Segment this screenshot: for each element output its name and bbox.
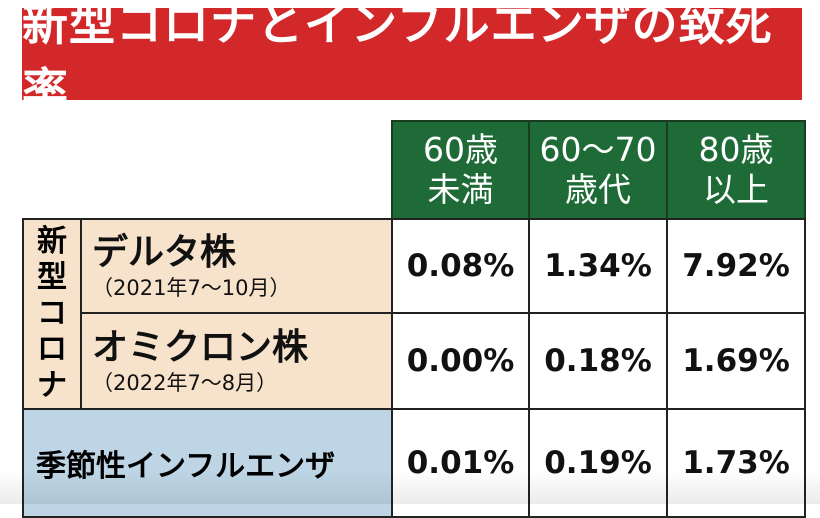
row-period: （2021年7〜10月） (92, 276, 291, 300)
table-cell: 0.18% (528, 312, 668, 410)
table-cell: 1.73% (666, 408, 806, 518)
column-header-80-plus: 80歳 以上 (666, 120, 806, 220)
column-header-line: 80歳 (698, 130, 774, 169)
group-char: 型 (37, 260, 67, 295)
column-header-line: 歳代 (565, 170, 631, 209)
row-label-delta: デルタ株 （2021年7〜10月） (80, 218, 393, 314)
column-header-line: 60歳 (423, 130, 498, 169)
row-name: デルタ株 (92, 232, 237, 273)
table-cell: 0.01% (391, 408, 530, 518)
column-header-line: 未満 (427, 170, 494, 209)
table-cell: 7.92% (666, 218, 806, 314)
table-cell: 0.00% (391, 312, 530, 410)
covid-group-label: 新 型 コ ロ ナ (22, 218, 82, 410)
column-header-60-70s: 60〜70 歳代 (528, 120, 668, 220)
table-cell: 0.19% (528, 408, 668, 518)
page-title: 新型コロナとインフルエンザの致死率 (22, 0, 802, 117)
row-label-omicron: オミクロン株 （2022年7〜8月） (80, 312, 393, 410)
column-header-under-60: 60歳 未満 (391, 120, 530, 220)
table-cell: 1.34% (528, 218, 668, 314)
group-char: ロ (37, 332, 67, 367)
group-char: ナ (37, 368, 67, 403)
row-label-seasonal-flu: 季節性インフルエンザ (22, 408, 393, 518)
column-header-line: 60〜70 (539, 130, 657, 169)
row-period: （2022年7〜8月） (92, 371, 278, 395)
row-name: オミクロン株 (92, 327, 309, 368)
group-char: コ (37, 296, 67, 331)
table-cell: 0.08% (391, 218, 530, 314)
column-header-line: 以上 (703, 170, 769, 209)
group-char: 新 (37, 224, 67, 259)
table-cell: 1.69% (666, 312, 806, 410)
